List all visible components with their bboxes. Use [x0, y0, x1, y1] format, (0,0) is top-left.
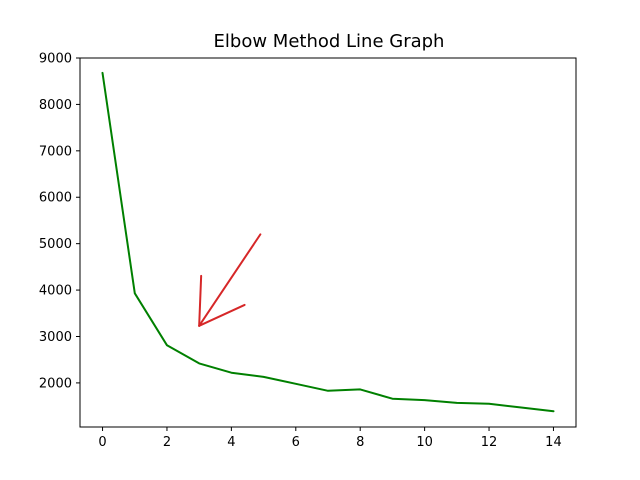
x-tick-label: 8 — [356, 435, 364, 450]
x-tick-label: 10 — [416, 435, 433, 450]
x-tick-label: 0 — [98, 435, 106, 450]
x-tick-label: 4 — [227, 435, 235, 450]
plot-frame — [79, 57, 577, 428]
x-tick-label: 14 — [545, 435, 562, 450]
ticks-layer: 0 2 4 6 8 10 12 14 2000 3000 4000 5000 6000 7000 8000 9… — [39, 52, 562, 451]
annotations-layer — [198, 233, 262, 327]
x-tick-label: 6 — [292, 435, 300, 450]
x-tick-label: 12 — [481, 435, 498, 450]
y-tick-label: 2000 — [39, 376, 72, 391]
arrow-head-right — [198, 303, 246, 327]
series-line-0 — [101, 71, 555, 413]
arrow-shaft — [198, 233, 262, 327]
plot-content — [101, 71, 555, 413]
y-tick-label: 4000 — [39, 284, 72, 299]
y-tick-label: 6000 — [39, 191, 72, 206]
y-tick-label: 3000 — [39, 330, 72, 345]
y-tick-label: 8000 — [39, 98, 72, 113]
chart-title: Elbow Method Line Graph — [214, 31, 445, 52]
x-tick-label: 2 — [163, 435, 171, 450]
annotation-arrow-0 — [198, 233, 262, 327]
y-tick-label: 7000 — [39, 144, 72, 159]
arrow-head-left — [198, 274, 203, 327]
y-tick-label: 5000 — [39, 237, 72, 252]
y-tick-label: 9000 — [39, 52, 72, 67]
